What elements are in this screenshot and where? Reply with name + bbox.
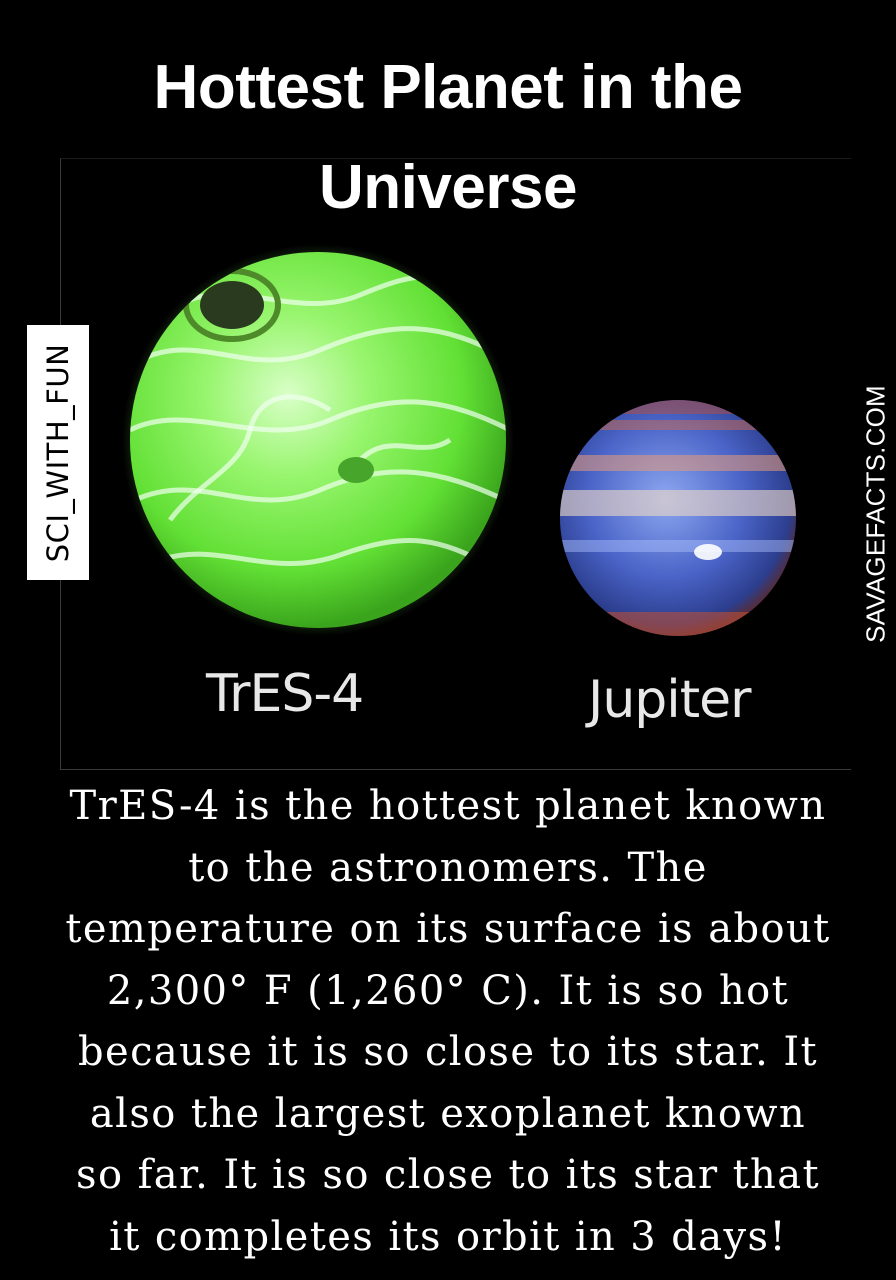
description-line: because it is so close to its star. It [78, 1029, 818, 1075]
tres4-label: TrES-4 [206, 664, 364, 724]
planets-illustration [122, 244, 796, 636]
watermark-right-text: SAVAGEFACTS.COM [860, 385, 891, 643]
tres4-planet-graphic [122, 244, 514, 636]
watermark-savagefacts: SAVAGEFACTS.COM [858, 372, 894, 656]
description-line: so far. It is so close to its star that [76, 1152, 820, 1198]
description-line: temperature on its surface is about [65, 906, 831, 952]
description-text: TrES-4 is the hottest planet known to th… [10, 776, 886, 1268]
watermark-left-text: SCI_WITH_FUN [41, 343, 75, 562]
watermark-sci-with-fun: SCI_WITH_FUN [27, 325, 89, 580]
jupiter-planet-graphic [560, 400, 796, 636]
jupiter-label: Jupiter [588, 670, 752, 730]
description-line: TrES-4 is the hottest planet known [69, 783, 827, 829]
title-line-1: Hottest Planet in the [153, 53, 743, 122]
title-line-2: Universe [319, 153, 577, 222]
description-line: also the largest exoplanet known [89, 1090, 807, 1137]
page-title: Hottest Planet in the Universe [0, 38, 896, 238]
description-line: 2,300° F (1,260° C). It is so hot [106, 967, 790, 1014]
description-line: to the astronomers. The [188, 844, 708, 891]
description-line: it completes its orbit in 3 days! [109, 1213, 787, 1260]
